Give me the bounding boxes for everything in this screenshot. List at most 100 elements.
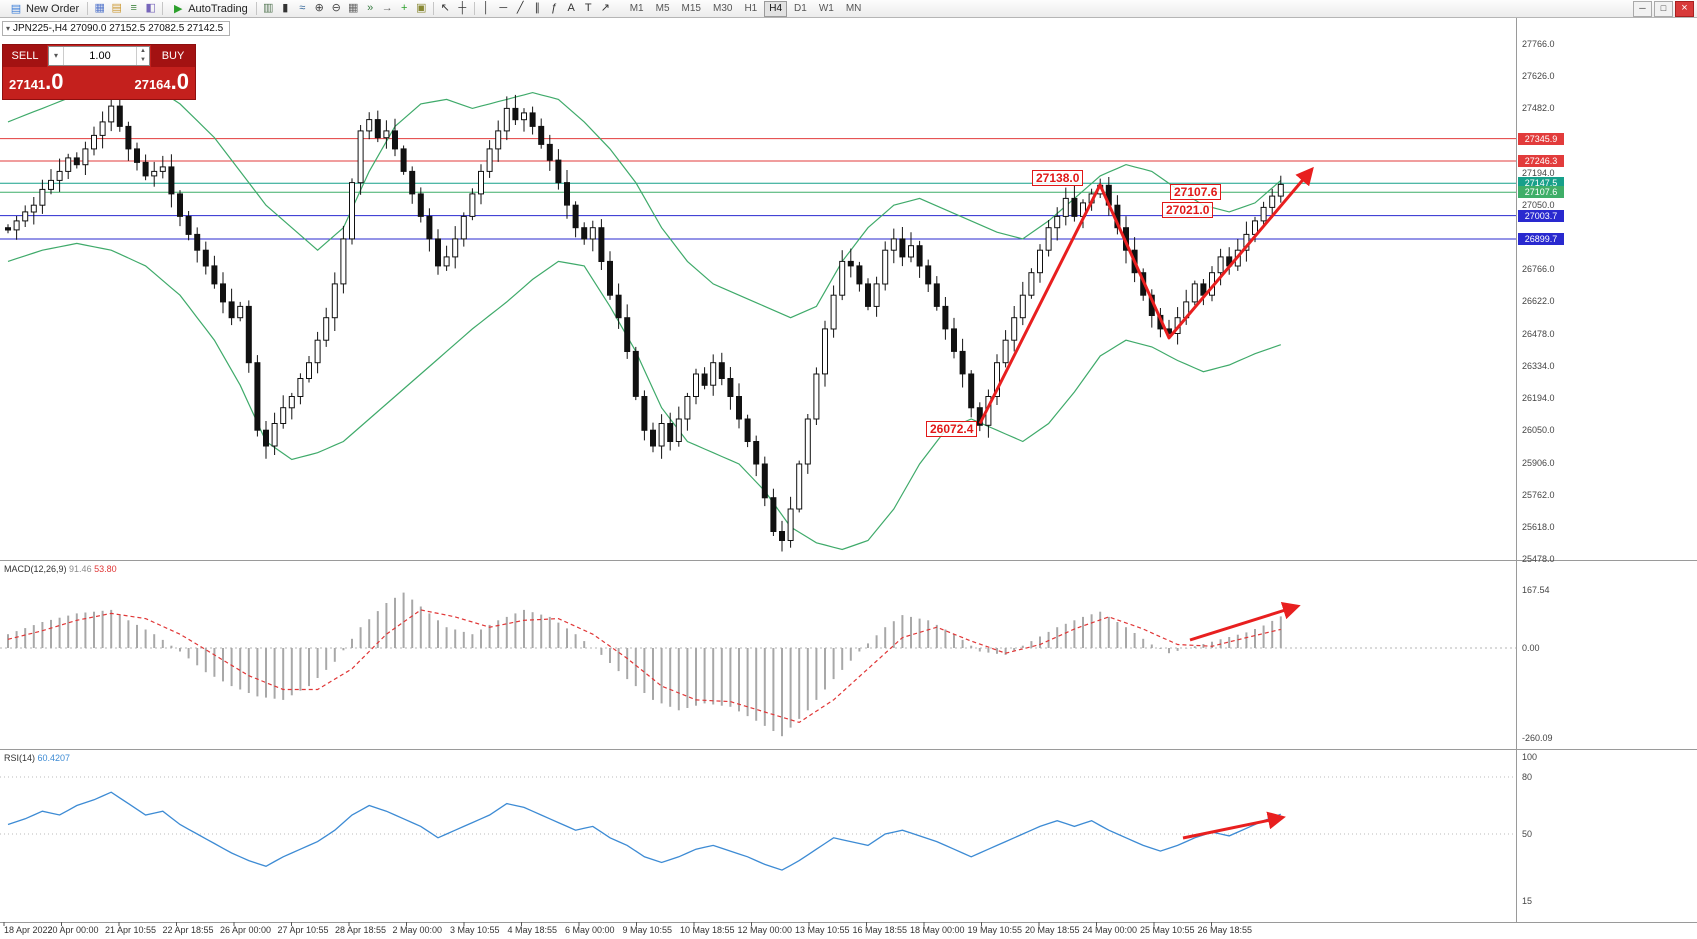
volume-decrease-button[interactable]: ▼	[140, 57, 146, 63]
volume-dropdown-icon[interactable]: ▾	[49, 47, 64, 65]
chart-shift-icon[interactable]: →	[381, 2, 393, 14]
cursor-icon[interactable]: ↖	[440, 2, 450, 14]
price-axis-label: 26194.0	[1522, 392, 1555, 403]
arrows-icon[interactable]: ↗	[600, 2, 610, 14]
price-annotation[interactable]: 27021.0	[1162, 202, 1214, 219]
price-axis-label: 26050.0	[1522, 425, 1555, 436]
price-axis-label: 26334.0	[1522, 361, 1555, 372]
new-order-button[interactable]: ▤ New Order	[4, 1, 84, 17]
toolbar-separator	[473, 2, 475, 15]
time-axis-label: 22 Apr 18:55	[162, 925, 214, 935]
navigator-icon[interactable]: ◧	[145, 2, 156, 14]
autotrading-button[interactable]: ▶ AutoTrading	[166, 1, 253, 17]
templates-icon[interactable]: ▣	[416, 2, 427, 14]
price-level-badge: 26899.7	[1518, 232, 1564, 245]
vertical-line-icon[interactable]: │	[482, 2, 490, 14]
time-axis-label: 9 May 10:55	[622, 925, 673, 935]
charts-grid-icon[interactable]: ▦	[94, 2, 105, 14]
time-axis-label: 26 May 18:55	[1197, 925, 1253, 935]
time-axis-label: 2 May 00:00	[392, 925, 443, 935]
horizontal-line-icon[interactable]: ─	[499, 2, 508, 14]
price-axis-label: 26622.0	[1522, 296, 1555, 307]
rsi-axis-label: 80	[1522, 772, 1533, 782]
minimize-button[interactable]: ─	[1633, 0, 1652, 17]
time-axis-label: 16 May 18:55	[852, 925, 908, 935]
autotrading-icon: ▶	[173, 2, 183, 15]
price-axis-label: 25762.0	[1522, 490, 1555, 501]
volume-increase-button[interactable]: ▲	[140, 48, 146, 54]
timeframe-D1[interactable]: D1	[794, 2, 807, 14]
time-axis-label: 24 May 00:00	[1082, 925, 1138, 935]
rsi-axis-label: 100	[1522, 752, 1538, 762]
rsi-axis-label: 50	[1522, 829, 1533, 839]
price-axis-label: 25618.0	[1522, 522, 1555, 533]
rsi-indicator-label: RSI(14) 60.4207	[4, 753, 71, 763]
price-annotation[interactable]: 26072.4	[926, 421, 978, 438]
auto-scroll-icon[interactable]: »	[367, 2, 374, 14]
price-level-badge: 27345.9	[1518, 132, 1564, 145]
trendline-icon[interactable]: ╱	[516, 2, 524, 14]
time-axis-label: 27 Apr 10:55	[277, 925, 329, 935]
price-axis-label: 25478.0	[1522, 553, 1555, 564]
timeframe-MN[interactable]: MN	[845, 2, 862, 14]
text-icon[interactable]: A	[567, 2, 575, 14]
oneclick-collapse-icon[interactable]: ▾	[6, 24, 11, 33]
crosshair-icon[interactable]: ┼	[458, 2, 467, 14]
timeframe-W1[interactable]: W1	[818, 2, 834, 14]
buy-price[interactable]: 27164.0	[134, 69, 189, 94]
indicators-icon[interactable]: +	[401, 2, 408, 14]
time-axis-label: 28 Apr 18:55	[335, 925, 387, 935]
toolbar-separator	[255, 2, 257, 15]
timeframe-M1[interactable]: M1	[629, 2, 644, 14]
macd-axis-label: 167.54	[1522, 585, 1550, 596]
symbol-ohlc-text: JPN225-,H4 27090.0 27152.5 27082.5 27142…	[13, 23, 224, 34]
timeframe-M15[interactable]: M15	[681, 2, 701, 14]
sell-price[interactable]: 27141.0	[9, 69, 64, 94]
price-axis-label: 26766.0	[1522, 264, 1555, 275]
new-order-icon: ▤	[10, 2, 22, 15]
time-axis-label: 13 May 10:55	[795, 925, 850, 935]
time-axis-label: 18 Apr 2022	[4, 925, 53, 935]
chart-area[interactable]: ▾ JPN225-,H4 27090.0 27152.5 27082.5 2714…	[0, 18, 1697, 939]
price-level-badge: 27107.6	[1518, 186, 1564, 199]
timeframe-H1[interactable]: H1	[744, 2, 758, 14]
buy-button[interactable]: BUY	[151, 45, 195, 67]
one-click-trading-panel: SELL ▾ 1.00 ▲ ▼ BUY 27141.0 27164.0	[2, 44, 196, 100]
price-axis-label: 27626.0	[1522, 70, 1555, 81]
line-chart-icon[interactable]: ≈	[299, 2, 306, 14]
toolbar: ▤ New Order ▦ ▤ ≡ ◧ ▶ AutoTrading ▥ ▮ ≈ ⊕ ⊖ ▦ » → +…	[0, 0, 1697, 18]
rsi-axis-label: 15	[1522, 895, 1533, 906]
candlestick-chart-icon[interactable]: ▮	[282, 2, 289, 14]
autotrading-label: AutoTrading	[188, 2, 248, 15]
fibonacci-icon[interactable]: ƒ	[551, 2, 558, 14]
price-axis-label: 27482.0	[1522, 102, 1555, 113]
timeframe-M30[interactable]: M30	[712, 2, 733, 14]
time-axis-label: 12 May 00:00	[737, 925, 793, 935]
zoom-out-icon[interactable]: ⊖	[331, 2, 341, 14]
timeframe-M5[interactable]: M5	[655, 2, 670, 14]
channel-icon[interactable]: ∥	[534, 2, 540, 14]
label-icon[interactable]: T	[584, 2, 592, 14]
volume-field: ▾ 1.00 ▲ ▼	[48, 46, 150, 66]
zoom-in-icon[interactable]: ⊕	[314, 2, 324, 14]
restore-button[interactable]: □	[1654, 0, 1673, 17]
time-axis-label: 19 May 10:55	[967, 925, 1023, 935]
price-annotation[interactable]: 27138.0	[1032, 170, 1084, 187]
bar-chart-icon[interactable]: ▥	[263, 2, 274, 14]
market-watch-icon[interactable]: ≡	[130, 2, 137, 14]
profiles-icon[interactable]: ▤	[111, 2, 122, 14]
price-annotation[interactable]: 27107.6	[1170, 183, 1222, 200]
sell-button[interactable]: SELL	[3, 45, 47, 67]
time-axis-label: 26 Apr 00:00	[220, 925, 272, 935]
time-axis-label: 4 May 18:55	[507, 925, 558, 935]
tile-windows-icon[interactable]: ▦	[348, 2, 359, 14]
price-level-badge: 27246.3	[1518, 154, 1564, 167]
toolbar-separator	[432, 2, 434, 15]
close-button[interactable]: ×	[1675, 0, 1694, 17]
toolbar-separator	[87, 2, 89, 15]
time-axis-label: 21 Apr 10:55	[105, 925, 157, 935]
timeframe-H4[interactable]: H4	[764, 0, 788, 17]
volume-input[interactable]: 1.00	[89, 50, 111, 62]
time-axis-label: 25 May 10:55	[1140, 925, 1195, 935]
